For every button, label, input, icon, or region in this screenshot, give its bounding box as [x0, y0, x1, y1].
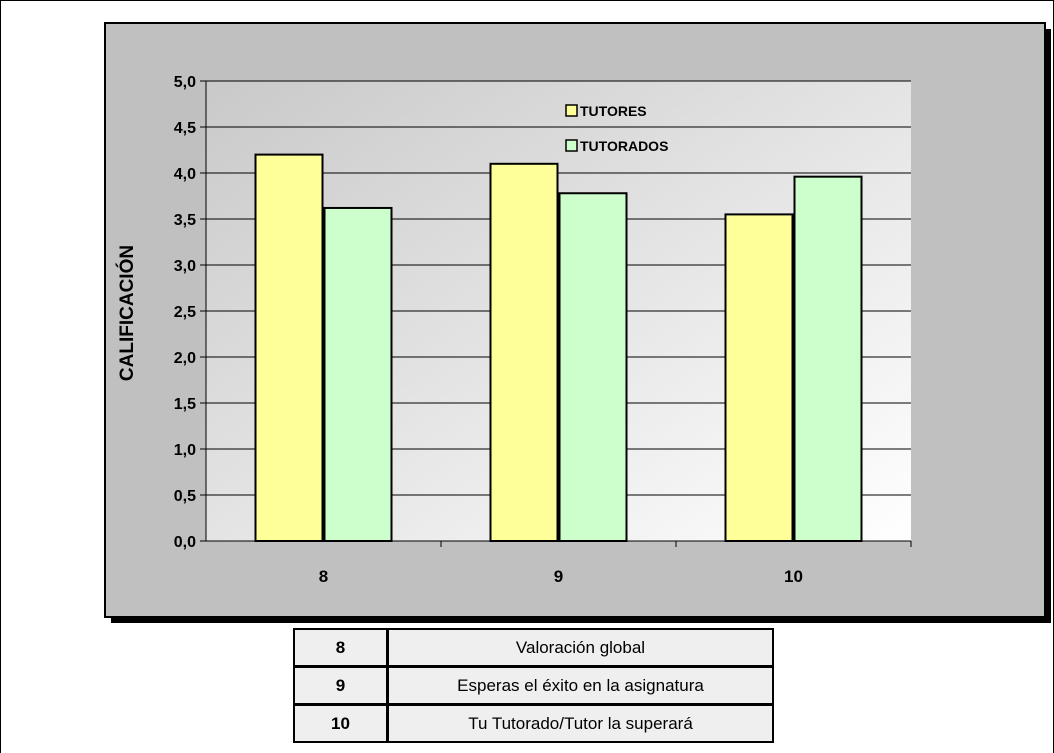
table-row: 8 Valoración global	[295, 630, 772, 668]
bar	[793, 175, 863, 542]
y-tick-label: 2,0	[174, 350, 196, 367]
table-description-cell: Tu Tutorado/Tutor la superará	[389, 706, 772, 741]
legend-label: TUTORADOS	[580, 138, 668, 154]
y-tick-label: 4,5	[174, 120, 196, 137]
bar	[254, 153, 324, 542]
legend-label: TUTORES	[580, 103, 647, 119]
legend-swatch	[565, 139, 578, 152]
category-legend-table: 8 Valoración global 9 Esperas el éxito e…	[293, 628, 774, 743]
bar	[323, 206, 393, 543]
y-tick-label: 0,0	[174, 534, 196, 551]
bar	[724, 213, 794, 542]
table-row: 9 Esperas el éxito en la asignatura	[295, 668, 772, 706]
x-tick-label: 10	[784, 567, 803, 586]
x-tick-label: 8	[319, 567, 328, 586]
y-axis-label: CALIFICACIÓN	[116, 245, 138, 381]
y-tick-label: 0,5	[174, 488, 196, 505]
table-row: 10 Tu Tutorado/Tutor la superará	[295, 706, 772, 741]
y-tick-label: 3,0	[174, 258, 196, 275]
y-tick-label: 1,0	[174, 442, 196, 459]
bar-chart: 0,0 0,5 1,0 1,5 2,0 2,5 3,0 3,5 4,0 4,5 5,0 8 9 10 TU…	[104, 22, 1051, 623]
legend-swatch	[565, 104, 578, 117]
y-tick-label: 3,5	[174, 212, 196, 229]
table-code-cell: 9	[295, 668, 389, 706]
bar	[489, 162, 559, 543]
table-description-cell: Esperas el éxito en la asignatura	[389, 668, 772, 706]
y-tick-label: 5,0	[174, 74, 196, 91]
y-tick-label: 4,0	[174, 166, 196, 183]
table-description-cell: Valoración global	[389, 630, 772, 668]
table-code-cell: 10	[295, 706, 389, 741]
y-tick-label: 2,5	[174, 304, 196, 321]
x-tick-label: 9	[554, 567, 563, 586]
table-code-cell: 8	[295, 630, 389, 668]
bar	[558, 192, 628, 543]
y-tick-label: 1,5	[174, 396, 196, 413]
